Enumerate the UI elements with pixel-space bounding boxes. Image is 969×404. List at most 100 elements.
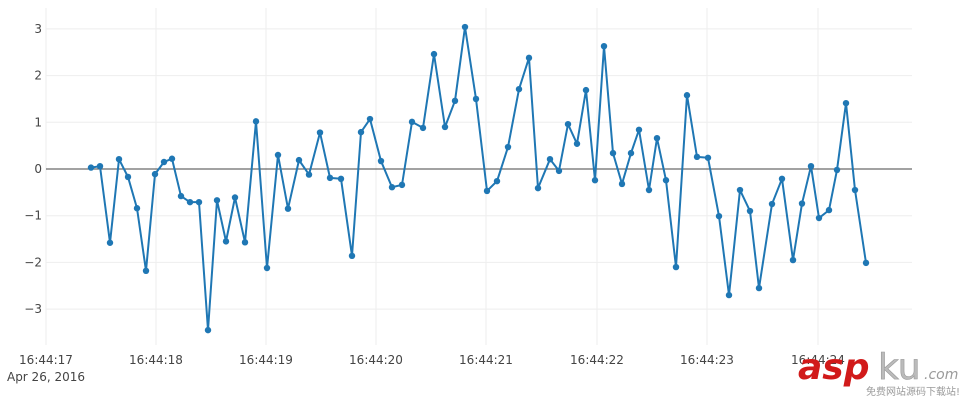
- data-point-marker[interactable]: [851, 186, 859, 194]
- data-point-marker[interactable]: [151, 170, 159, 178]
- x-axis-ticks: 16:44:17 16:44:18 16:44:19 16:44:20 16:44:21…: [19, 353, 845, 367]
- x-tick-label: 16:44:22: [570, 353, 624, 367]
- data-point-marker[interactable]: [241, 239, 249, 246]
- data-point-marker[interactable]: [284, 205, 292, 212]
- watermark-logo: asp ku .com 免费网站源码下载站!: [796, 345, 966, 400]
- data-point-marker[interactable]: [326, 174, 334, 182]
- data-point-marker[interactable]: [295, 156, 303, 164]
- y-tick-label: 3: [34, 22, 42, 36]
- data-point-marker[interactable]: [768, 200, 776, 208]
- data-point-marker[interactable]: [672, 263, 680, 271]
- data-point-marker[interactable]: [555, 167, 563, 175]
- data-point-marker[interactable]: [115, 155, 123, 163]
- data-point-marker[interactable]: [693, 153, 701, 161]
- data-point-marker[interactable]: [348, 252, 356, 260]
- data-point-marker[interactable]: [627, 149, 635, 157]
- data-point-marker[interactable]: [778, 175, 786, 183]
- data-point-marker[interactable]: [842, 99, 850, 107]
- watermark-suffix: .com: [924, 367, 958, 383]
- data-point-marker[interactable]: [263, 264, 271, 272]
- data-point-marker[interactable]: [316, 129, 324, 136]
- data-point-marker[interactable]: [609, 149, 617, 157]
- series-trace-0[interactable]: [87, 23, 870, 334]
- data-point-marker[interactable]: [133, 205, 141, 212]
- x-tick-label: 16:44:20: [349, 353, 403, 367]
- data-point-marker[interactable]: [124, 173, 132, 181]
- data-point-marker[interactable]: [546, 155, 554, 163]
- y-tick-label: 2: [34, 69, 42, 83]
- data-point-marker[interactable]: [582, 86, 590, 94]
- data-point-marker[interactable]: [142, 267, 150, 275]
- data-point-marker[interactable]: [231, 194, 239, 201]
- data-point-marker[interactable]: [160, 158, 168, 166]
- data-point-marker[interactable]: [798, 200, 806, 207]
- data-point-marker[interactable]: [618, 180, 626, 188]
- data-point-marker[interactable]: [461, 23, 469, 31]
- data-point-marker[interactable]: [222, 238, 230, 245]
- data-point-marker[interactable]: [833, 166, 841, 174]
- data-point-marker[interactable]: [186, 198, 194, 206]
- data-point-marker[interactable]: [204, 326, 212, 334]
- series-line: [90, 26, 867, 332]
- data-point-marker[interactable]: [534, 184, 542, 192]
- x-tick-label: 16:44:24: [791, 353, 845, 367]
- data-point-marker[interactable]: [600, 42, 608, 50]
- data-point-marker[interactable]: [419, 124, 427, 132]
- data-point-marker[interactable]: [736, 186, 744, 194]
- data-point-marker[interactable]: [430, 50, 438, 58]
- data-point-marker[interactable]: [807, 162, 815, 170]
- data-point-marker[interactable]: [451, 97, 459, 105]
- data-point-marker[interactable]: [195, 198, 203, 206]
- data-point-marker[interactable]: [789, 256, 797, 264]
- data-point-marker[interactable]: [441, 123, 449, 131]
- x-tick-label: 16:44:23: [680, 353, 734, 367]
- data-point-marker[interactable]: [515, 85, 523, 93]
- data-point-marker[interactable]: [366, 115, 374, 123]
- data-point-marker[interactable]: [683, 92, 691, 99]
- data-point-marker[interactable]: [213, 197, 221, 204]
- data-point-marker[interactable]: [645, 186, 653, 194]
- data-point-marker[interactable]: [725, 291, 733, 299]
- data-point-marker[interactable]: [504, 143, 512, 151]
- data-point-marker[interactable]: [472, 95, 480, 103]
- data-point-marker[interactable]: [388, 184, 396, 191]
- y-tick-label: −3: [24, 302, 42, 316]
- data-point-marker[interactable]: [87, 164, 95, 171]
- data-point-marker[interactable]: [398, 181, 406, 189]
- data-point-marker[interactable]: [274, 151, 282, 159]
- data-point-marker[interactable]: [564, 120, 572, 128]
- y-tick-label: 1: [34, 115, 42, 129]
- data-point-marker[interactable]: [573, 140, 581, 147]
- data-point-marker[interactable]: [525, 54, 533, 62]
- data-point-marker[interactable]: [305, 171, 313, 178]
- data-point-marker[interactable]: [591, 177, 599, 184]
- watermark-subtitle: 免费网站源码下载站!: [866, 385, 960, 398]
- watermark-brand-red: asp: [798, 347, 870, 388]
- data-point-marker[interactable]: [755, 284, 763, 292]
- watermark-brand-grey: ku: [878, 347, 921, 388]
- data-point-marker[interactable]: [825, 206, 833, 214]
- data-point-marker[interactable]: [493, 177, 501, 185]
- data-point-marker[interactable]: [704, 154, 712, 161]
- data-point-marker[interactable]: [337, 175, 345, 183]
- data-point-marker[interactable]: [653, 134, 661, 142]
- data-point-marker[interactable]: [177, 192, 185, 200]
- y-tick-label: 0: [34, 162, 42, 176]
- y-tick-label: −1: [24, 209, 42, 223]
- data-point-marker[interactable]: [106, 239, 114, 246]
- data-point-marker[interactable]: [252, 118, 260, 125]
- data-point-marker[interactable]: [746, 207, 754, 215]
- data-point-marker[interactable]: [408, 118, 416, 126]
- data-point-marker[interactable]: [862, 259, 870, 267]
- data-point-marker[interactable]: [662, 177, 670, 184]
- data-point-marker[interactable]: [715, 212, 723, 220]
- data-point-marker[interactable]: [483, 187, 491, 195]
- data-point-marker[interactable]: [168, 155, 176, 162]
- data-point-marker[interactable]: [377, 157, 385, 165]
- data-point-marker[interactable]: [635, 126, 643, 133]
- x-axis-date-label: Apr 26, 2016: [7, 370, 85, 384]
- data-point-marker[interactable]: [815, 214, 823, 222]
- data-point-marker[interactable]: [96, 162, 104, 170]
- data-point-marker[interactable]: [357, 128, 365, 136]
